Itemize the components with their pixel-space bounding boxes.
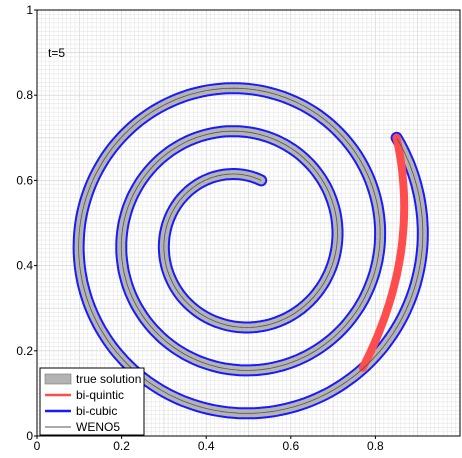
y-tick-label: 0.8 — [16, 88, 33, 102]
y-tick-label: 0.6 — [16, 173, 33, 187]
legend-label: true solution — [76, 372, 141, 386]
legend: true solution bi-quintic bi-cubic WENO5 — [39, 367, 145, 436]
x-tick-label: 0.2 — [113, 439, 130, 453]
x-tick-label: 0.4 — [198, 439, 215, 453]
bi-quintic-tail — [358, 133, 409, 372]
y-tick-label: 0 — [26, 429, 33, 443]
legend-label: bi-quintic — [76, 388, 124, 402]
y-tick-label: 0.2 — [16, 344, 33, 358]
time-annotation: t=5 — [48, 46, 65, 60]
legend-label: WENO5 — [76, 420, 120, 434]
weno5-line — [78, 87, 424, 414]
x-axis-ticks: 0 0.2 0.4 0.6 0.8 — [34, 436, 384, 453]
y-tick-label: 1 — [26, 3, 33, 17]
y-axis-ticks: 0 0.2 0.4 0.6 0.8 1 — [16, 3, 37, 443]
x-tick-label: 0.8 — [367, 439, 384, 453]
y-tick-label: 0.4 — [16, 259, 33, 273]
spiral-curves — [72, 82, 429, 420]
x-tick-label: 0.6 — [282, 439, 299, 453]
x-tick-label: 0 — [34, 439, 41, 453]
plot-frame — [36, 9, 461, 437]
legend-swatch-true-solution — [44, 373, 72, 385]
legend-label: bi-cubic — [76, 404, 117, 418]
